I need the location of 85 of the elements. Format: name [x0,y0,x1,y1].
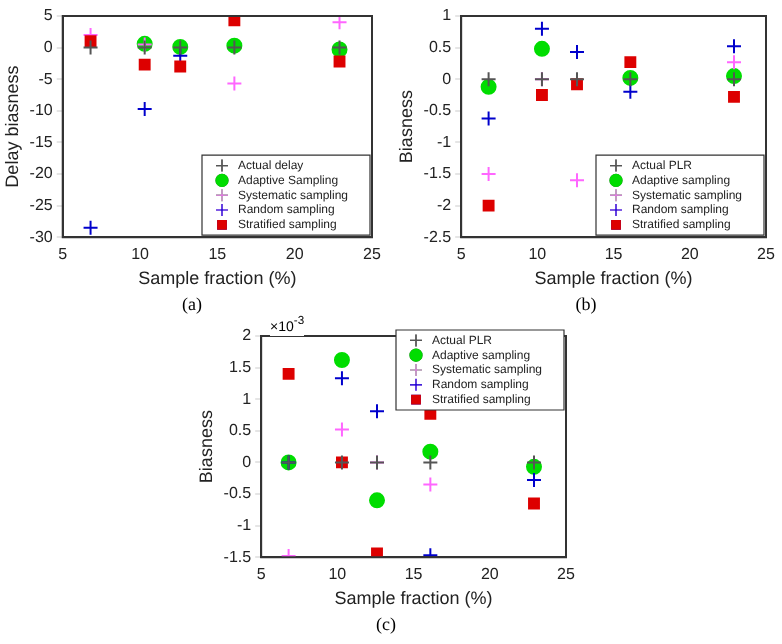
point [480,166,497,182]
point [331,16,348,31]
x-tick-label: 10 [528,245,548,264]
x-tick-label: 5 [58,245,69,264]
point [422,454,439,471]
point [480,110,497,127]
y-tick-label: 1.5 [228,358,253,377]
x-tick-label: 10 [131,245,151,264]
point [533,20,550,37]
point [369,403,386,420]
point [422,443,439,460]
y-tick-label: -2.5 [423,227,453,246]
point [82,39,99,56]
point [371,547,383,558]
y-tick-label: -20 [29,164,54,183]
x-axis-title: Sample fraction (%) [534,268,693,289]
point [422,476,439,493]
point [333,370,350,387]
point [569,44,586,61]
point [333,421,350,438]
y-tick-label: -0.5 [423,101,453,120]
y-tick-label: -30 [29,227,54,246]
y-tick-label: -5 [38,69,54,88]
x-tick-label: 15 [604,245,624,264]
point [482,199,495,212]
y-tick-label: 1 [442,6,453,25]
x-tick-label: 15 [208,245,228,264]
text: (c) [374,614,398,634]
y-tick-label: -2 [436,196,453,215]
y-tick-label: 1 [242,389,253,408]
text: (b) [573,294,599,314]
point [728,90,740,103]
point [174,60,187,73]
point [569,172,586,189]
y-axis-title: Biasness [195,409,216,484]
point [226,75,243,92]
point [725,38,742,55]
y-tick-label: 0.5 [428,38,453,57]
point [82,219,99,236]
y-tick-label: -0.5 [223,484,253,503]
x-tick-label: 5 [256,565,267,584]
x-tick-label: 15 [404,565,424,584]
point [725,54,742,71]
point [528,497,540,510]
x-tick-label: 25 [363,245,382,264]
y-tick-label: -1.5 [223,547,253,566]
y-tick-label: 0 [43,38,54,57]
y-tick-label: 2 [242,326,253,345]
y-tick-label: -1.5 [423,164,453,183]
y-tick-label: -10 [29,101,54,120]
point [369,492,386,509]
y-tick-label: 0.5 [228,421,253,440]
x-tick-label: 10 [328,565,348,584]
point [138,58,151,71]
y-tick-label: -15 [29,132,54,151]
point [533,40,550,57]
y-tick-label: 0 [242,452,253,471]
point [480,78,497,95]
y-tick-label: -1 [236,516,253,535]
y-axis-title: Delay biasness [1,64,22,188]
y-tick-label: 5 [43,6,54,25]
y-tick-label: -25 [29,196,54,215]
point [569,71,586,88]
x-tick-label: 5 [456,245,467,264]
point [525,472,542,489]
x-tick-label: 25 [557,565,576,584]
point [136,100,153,117]
point [536,89,548,101]
y-tick-label: -1 [436,132,453,151]
x-tick-label: 20 [480,565,500,584]
point [228,16,241,27]
point [624,56,637,69]
point [480,71,497,88]
point [622,83,639,100]
y-axis-title: Biasness [395,89,416,164]
point [282,367,295,380]
x-tick-label: 20 [285,245,305,264]
x-axis-title: Sample fraction (%) [138,268,297,289]
text: (a) [180,294,204,314]
x-axis-title: Sample fraction (%) [334,588,493,609]
x-tick-label: 25 [757,245,776,264]
point [84,35,97,48]
y-tick-label: 0 [442,69,453,88]
x-tick-label: 20 [680,245,700,264]
point [333,352,350,369]
